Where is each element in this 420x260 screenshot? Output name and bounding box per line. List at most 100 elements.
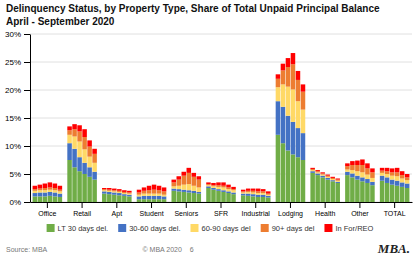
bar-segment xyxy=(261,191,266,193)
tick: Other xyxy=(351,202,369,217)
series xyxy=(33,53,410,194)
tick-label: Student xyxy=(139,210,163,217)
bar-segment xyxy=(152,185,157,190)
bar-segment xyxy=(355,171,360,175)
legend-label: In For/REO xyxy=(335,224,373,233)
bar-segment xyxy=(112,190,117,191)
bar-segment xyxy=(122,192,127,193)
bar-segment xyxy=(296,80,301,101)
bar-segment xyxy=(360,172,365,177)
bar-segment xyxy=(33,193,38,196)
grid-line xyxy=(30,118,412,119)
bar-segment xyxy=(231,189,236,190)
bar-segment xyxy=(43,184,48,188)
bar-segment xyxy=(365,175,370,179)
bar-segment xyxy=(256,197,261,202)
bar-segment xyxy=(112,189,117,191)
bar-segment xyxy=(226,193,231,202)
bar-segment xyxy=(370,168,375,172)
tick: Health xyxy=(315,202,335,217)
bar-segment xyxy=(221,182,226,185)
bar-segment xyxy=(211,188,216,190)
bar-segment xyxy=(33,196,38,202)
bar-segment xyxy=(53,192,58,196)
bar-segment xyxy=(320,172,325,173)
bar-segment xyxy=(147,186,152,190)
bar-segment xyxy=(291,64,296,89)
bar-segment xyxy=(350,173,355,177)
tick-mark xyxy=(255,202,256,208)
legend-item: 60-90 days del xyxy=(191,224,252,233)
bar-segment xyxy=(127,194,132,195)
bar-segment xyxy=(405,174,410,177)
bar-segment xyxy=(330,180,335,181)
bar-segment xyxy=(320,175,325,176)
bar-segment xyxy=(360,159,365,165)
bar-segment xyxy=(72,167,77,202)
bar-segment xyxy=(152,199,157,202)
bar-segment xyxy=(58,197,63,202)
bar-segment xyxy=(177,176,182,179)
bar-segment xyxy=(310,171,315,173)
bar-segment xyxy=(82,163,87,174)
bar-segment xyxy=(281,107,286,143)
bar-segment xyxy=(286,67,291,87)
bar-segment xyxy=(226,187,231,189)
bar-segment xyxy=(171,191,176,202)
bar-segment xyxy=(206,186,211,188)
bar-segment xyxy=(261,195,266,197)
bar-segment xyxy=(256,195,261,197)
bar-segment xyxy=(107,192,112,194)
tick-label: 15% xyxy=(5,114,21,123)
bar-segment xyxy=(276,79,281,87)
bar-segment xyxy=(38,192,43,196)
bar-segment xyxy=(246,196,251,202)
bar-segment xyxy=(77,157,82,171)
bar-segment xyxy=(216,187,221,189)
tick: Office xyxy=(38,202,56,217)
bar-segment xyxy=(142,199,147,202)
bar-segment xyxy=(67,135,72,143)
bar-segment xyxy=(380,168,385,171)
bar-segment xyxy=(281,64,286,71)
bar-segment xyxy=(197,176,202,179)
grid-line xyxy=(30,146,412,147)
bar-segment xyxy=(177,191,182,202)
bar-segment xyxy=(345,175,350,202)
logo-text: MBA. xyxy=(377,241,410,256)
bar-segment xyxy=(38,190,43,192)
bar-segment xyxy=(142,194,147,196)
bar-segment xyxy=(241,191,246,192)
bar-segment xyxy=(48,196,53,202)
bar-segment xyxy=(301,133,306,160)
bar-segment xyxy=(43,190,48,192)
bar-segment xyxy=(33,191,38,193)
bar-segment xyxy=(48,192,53,196)
bar-segment xyxy=(117,193,122,195)
bar-segment xyxy=(192,186,197,191)
tick-label: 20% xyxy=(5,86,21,95)
bar-segment xyxy=(310,168,315,169)
bar-segment xyxy=(58,194,63,197)
bar-segment xyxy=(370,172,375,178)
bar-segment xyxy=(33,186,38,189)
bar-segment xyxy=(395,176,400,180)
bar-segment xyxy=(315,171,320,172)
bar-segment xyxy=(296,71,301,80)
bar-segment xyxy=(43,192,48,196)
bar-segment xyxy=(276,87,281,101)
bar-segment xyxy=(58,190,63,192)
tick: 25% xyxy=(5,58,30,67)
bar-segment xyxy=(380,176,385,181)
bar-segment xyxy=(192,193,197,202)
bar-segment xyxy=(187,173,192,184)
bar-segment xyxy=(320,173,325,174)
tick-label: 5% xyxy=(9,170,21,179)
bar-segment xyxy=(405,180,410,183)
bar-segment xyxy=(87,140,92,146)
bar-segment xyxy=(72,149,77,167)
tick-mark xyxy=(290,202,291,208)
tick-label: Lodging xyxy=(278,210,303,218)
bar-segment xyxy=(251,191,256,193)
bar-segment xyxy=(177,180,182,186)
